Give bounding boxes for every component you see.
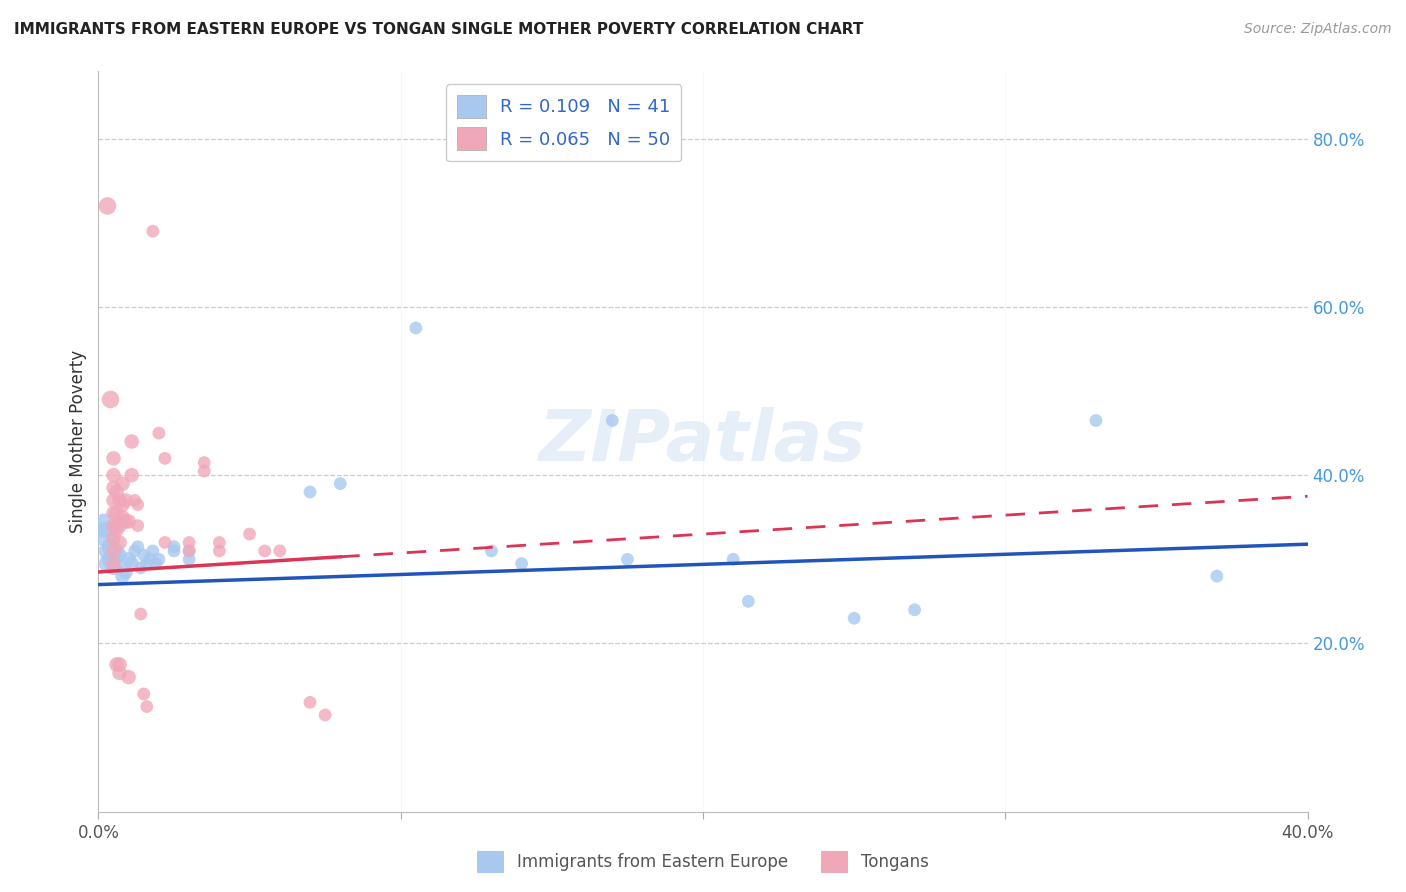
Point	[163, 540, 186, 554]
Point	[103, 544, 125, 558]
Point	[103, 518, 125, 533]
Point	[314, 708, 336, 723]
Point	[127, 540, 149, 554]
Text: IMMIGRANTS FROM EASTERN EUROPE VS TONGAN SINGLE MOTHER POVERTY CORRELATION CHART: IMMIGRANTS FROM EASTERN EUROPE VS TONGAN…	[14, 22, 863, 37]
Point	[105, 657, 128, 672]
Point	[96, 544, 118, 558]
Point	[103, 506, 125, 520]
Point	[127, 518, 149, 533]
Point	[179, 544, 201, 558]
Point	[737, 594, 759, 608]
Point	[179, 544, 201, 558]
Point	[108, 493, 131, 508]
Point	[904, 603, 927, 617]
Point	[193, 464, 215, 478]
Point	[1206, 569, 1229, 583]
Point	[96, 557, 118, 571]
Point	[129, 607, 152, 621]
Point	[111, 569, 134, 583]
Point	[105, 557, 128, 571]
Point	[510, 557, 533, 571]
Point	[118, 515, 141, 529]
Point	[135, 699, 157, 714]
Point	[142, 544, 165, 558]
Point	[121, 557, 143, 571]
Point	[108, 548, 131, 562]
Point	[105, 485, 128, 500]
Point	[253, 544, 276, 558]
Point	[105, 506, 128, 520]
Point	[108, 518, 131, 533]
Point	[129, 560, 152, 574]
Point	[108, 665, 131, 680]
Point	[142, 224, 165, 238]
Legend: R = 0.109   N = 41, R = 0.065   N = 50: R = 0.109 N = 41, R = 0.065 N = 50	[446, 84, 682, 161]
Text: Source: ZipAtlas.com: Source: ZipAtlas.com	[1244, 22, 1392, 37]
Point	[93, 518, 115, 533]
Point	[121, 468, 143, 483]
Y-axis label: Single Mother Poverty: Single Mother Poverty	[69, 350, 87, 533]
Point	[103, 468, 125, 483]
Point	[723, 552, 745, 566]
Point	[602, 413, 624, 427]
Point	[299, 485, 322, 500]
Point	[103, 481, 125, 495]
Point	[103, 531, 125, 545]
Point	[96, 199, 118, 213]
Point	[118, 670, 141, 684]
Point	[127, 498, 149, 512]
Point	[269, 544, 291, 558]
Point	[100, 540, 122, 554]
Point	[100, 392, 122, 407]
Point	[163, 544, 186, 558]
Point	[139, 552, 162, 566]
Point	[405, 321, 427, 335]
Point	[145, 557, 167, 571]
Point	[103, 560, 125, 574]
Point	[239, 527, 262, 541]
Point	[135, 557, 157, 571]
Point	[105, 523, 128, 537]
Point	[299, 695, 322, 709]
Point	[844, 611, 866, 625]
Point	[111, 498, 134, 512]
Point	[193, 456, 215, 470]
Point	[153, 451, 176, 466]
Point	[118, 552, 141, 566]
Point	[114, 565, 136, 579]
Point	[108, 535, 131, 549]
Point	[93, 527, 115, 541]
Point	[329, 476, 352, 491]
Point	[114, 515, 136, 529]
Point	[124, 544, 146, 558]
Point	[132, 687, 155, 701]
Point	[100, 552, 122, 566]
Point	[111, 476, 134, 491]
Point	[148, 426, 170, 441]
Point	[148, 552, 170, 566]
Point	[153, 535, 176, 549]
Point	[114, 493, 136, 508]
Point	[208, 535, 231, 549]
Point	[103, 557, 125, 571]
Point	[108, 657, 131, 672]
Point	[1085, 413, 1108, 427]
Text: ZIPatlas: ZIPatlas	[540, 407, 866, 476]
Point	[124, 493, 146, 508]
Point	[103, 451, 125, 466]
Point	[481, 544, 503, 558]
Point	[105, 544, 128, 558]
Point	[616, 552, 638, 566]
Point	[103, 548, 125, 562]
Point	[179, 535, 201, 549]
Point	[179, 552, 201, 566]
Point	[208, 544, 231, 558]
Point	[121, 434, 143, 449]
Point	[103, 493, 125, 508]
Point	[111, 510, 134, 524]
Point	[132, 548, 155, 562]
Legend: Immigrants from Eastern Europe, Tongans: Immigrants from Eastern Europe, Tongans	[470, 845, 936, 880]
